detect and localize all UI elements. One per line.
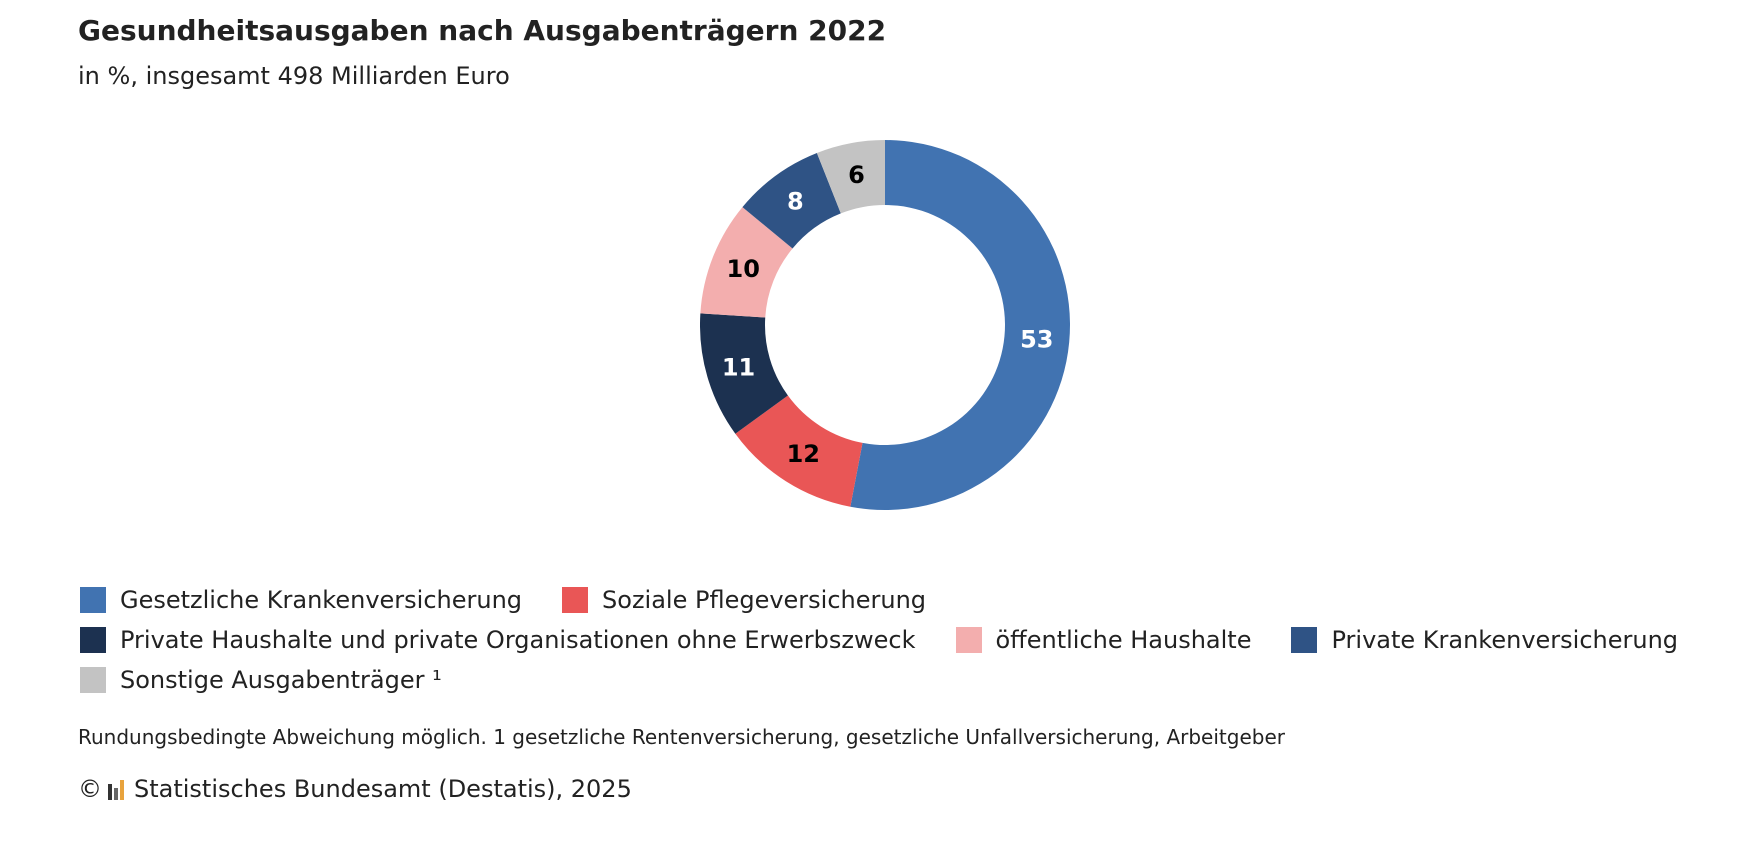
legend-label: Gesetzliche Krankenversicherung bbox=[120, 586, 523, 614]
footnote: Rundungsbedingte Abweichung möglich. 1 g… bbox=[78, 725, 1285, 749]
legend-swatch bbox=[1291, 627, 1318, 653]
slice-value-label: 10 bbox=[727, 255, 760, 283]
donut-slice bbox=[850, 140, 1070, 510]
legend-label: Private Haushalte und private Organisati… bbox=[120, 626, 916, 654]
donut-slice bbox=[700, 207, 793, 318]
copyright-symbol: © bbox=[78, 775, 102, 803]
slice-value-label: 12 bbox=[787, 440, 820, 468]
legend-label: Private Krankenversicherung bbox=[1331, 626, 1679, 654]
legend-item: Private Haushalte und private Organisati… bbox=[80, 626, 916, 654]
source-line: © Statistisches Bundesamt (Destatis), 20… bbox=[78, 775, 632, 803]
legend-row: Private Haushalte und private Organisati… bbox=[80, 620, 1760, 660]
legend-item: Gesetzliche Krankenversicherung bbox=[80, 586, 522, 614]
slice-value-label: 8 bbox=[787, 188, 804, 216]
legend-item: öffentliche Haushalte bbox=[955, 626, 1252, 654]
legend-label: Sonstige Ausgabenträger ¹ bbox=[120, 666, 442, 694]
source-text: Statistisches Bundesamt (Destatis), 2025 bbox=[134, 775, 632, 803]
logo-bar bbox=[108, 784, 112, 800]
legend-item: Sonstige Ausgabenträger ¹ bbox=[80, 666, 442, 694]
legend-swatch bbox=[80, 667, 106, 693]
legend-label: öffentliche Haushalte bbox=[995, 626, 1252, 654]
logo-bar bbox=[120, 780, 124, 800]
slice-value-label: 6 bbox=[848, 161, 865, 189]
donut-chart: 53 12 11 10 8 6 bbox=[700, 140, 1070, 510]
legend-item: Private Krankenversicherung bbox=[1291, 626, 1678, 654]
donut-slice bbox=[816, 140, 885, 214]
donut-slice bbox=[700, 313, 788, 434]
chart-title: Gesundheitsausgaben nach Ausgabenträgern… bbox=[78, 14, 887, 47]
legend-swatch bbox=[955, 627, 982, 653]
destatis-logo-icon bbox=[108, 778, 126, 800]
legend-row: Gesetzliche Krankenversicherung Soziale P… bbox=[80, 580, 1760, 620]
donut-slice bbox=[735, 395, 863, 507]
chart-subtitle: in %, insgesamt 498 Milliarden Euro bbox=[78, 62, 510, 90]
donut-slice bbox=[742, 152, 841, 249]
legend-swatch bbox=[80, 587, 106, 613]
legend: Gesetzliche Krankenversicherung Soziale P… bbox=[80, 580, 1760, 700]
slice-value-label: 11 bbox=[722, 354, 755, 382]
legend-swatch bbox=[80, 627, 106, 653]
logo-bar bbox=[114, 788, 118, 800]
legend-item: Soziale Pflegeversicherung bbox=[562, 586, 926, 614]
legend-row: Sonstige Ausgabenträger ¹ bbox=[80, 660, 1760, 700]
slice-value-label: 53 bbox=[1020, 325, 1053, 353]
legend-swatch bbox=[562, 587, 589, 613]
legend-label: Soziale Pflegeversicherung bbox=[602, 586, 927, 614]
